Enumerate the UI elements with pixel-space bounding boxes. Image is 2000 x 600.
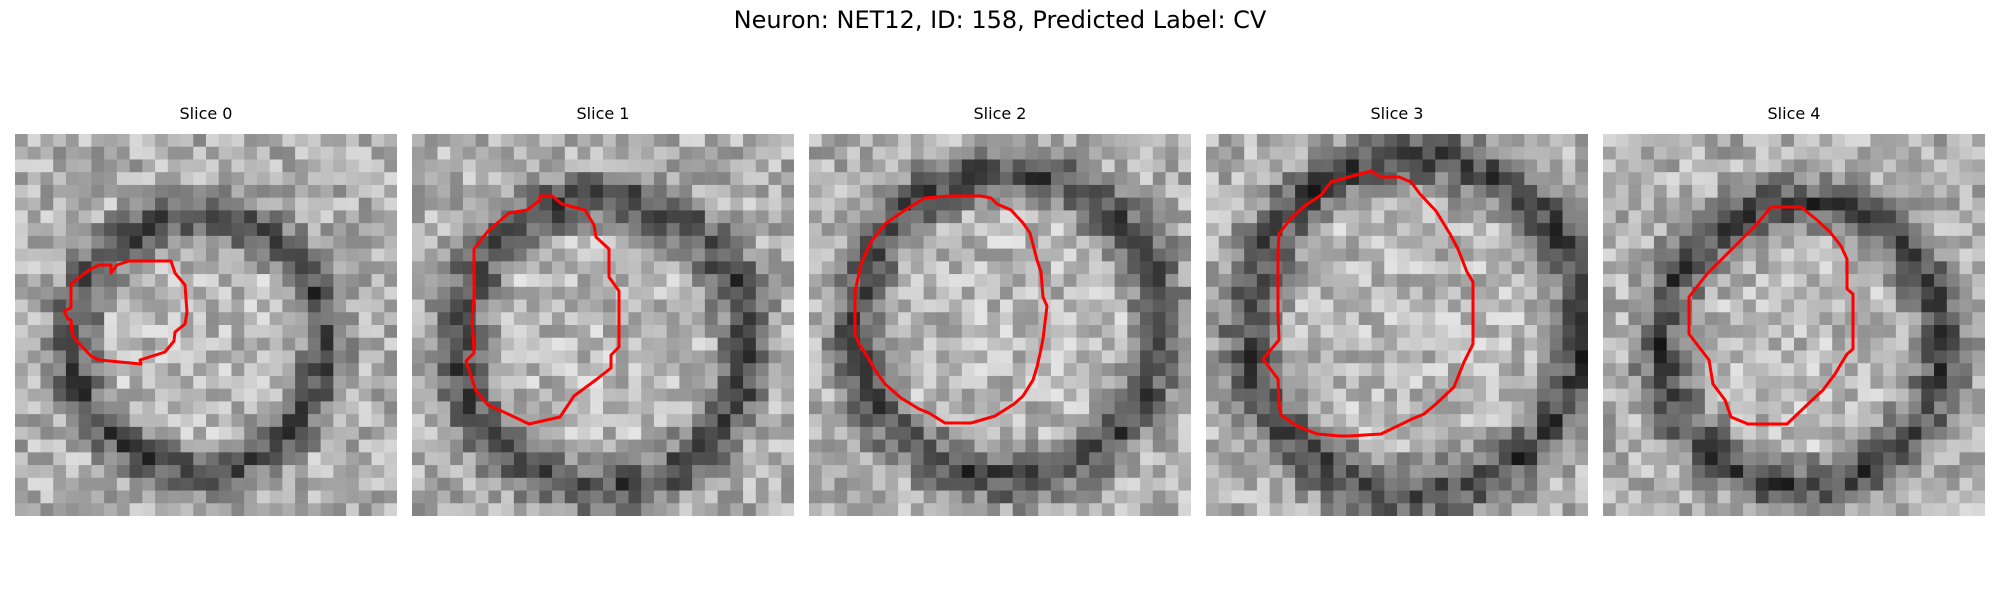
- roi-contour: [1687, 205, 1855, 426]
- slice-image-4: [1603, 134, 1985, 516]
- slice-title-1: Slice 1: [576, 104, 630, 123]
- grayscale-texture: [809, 134, 1191, 516]
- grayscale-texture: [1206, 134, 1588, 516]
- grayscale-texture: [412, 134, 794, 516]
- slice-image-3: [1206, 134, 1588, 516]
- slice-title-2: Slice 2: [973, 104, 1027, 123]
- grayscale-texture: [15, 134, 397, 516]
- roi-contour: [62, 259, 189, 366]
- slice-image-2: [809, 134, 1191, 516]
- slice-image-1: [412, 134, 794, 516]
- figure-title: Neuron: NET12, ID: 158, Predicted Label:…: [733, 6, 1267, 34]
- roi-contour: [464, 194, 621, 426]
- slice-title-4: Slice 4: [1767, 104, 1821, 123]
- slice-image-0: [15, 134, 397, 516]
- slice-title-0: Slice 0: [179, 104, 233, 123]
- slice-title-3: Slice 3: [1370, 104, 1424, 123]
- grayscale-texture: [1603, 134, 1985, 516]
- roi-contour: [1261, 169, 1475, 438]
- roi-contour: [853, 194, 1049, 425]
